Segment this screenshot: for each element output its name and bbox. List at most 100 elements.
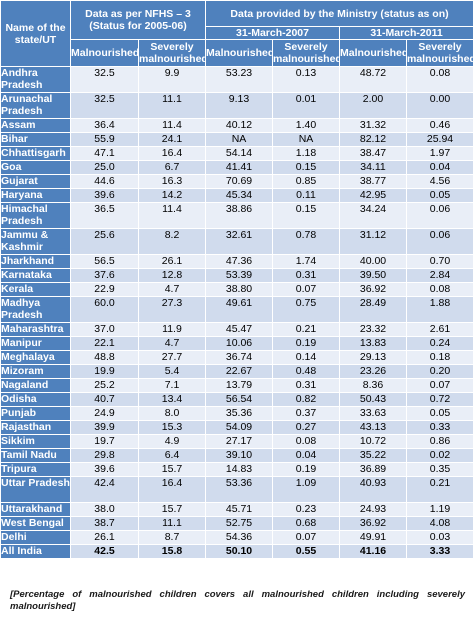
value-cell: 15.3 bbox=[138, 420, 206, 435]
value-cell: 0.04 bbox=[405, 160, 473, 175]
value-cell: 36.92 bbox=[339, 516, 407, 531]
state-name-cell: Maharashtra bbox=[0, 322, 71, 337]
value-cell: 0.13 bbox=[272, 66, 340, 93]
nfhs-group-header: Data as per NFHS – 3 (Status for 2005-06… bbox=[70, 0, 206, 40]
value-cell: 0.07 bbox=[272, 282, 340, 297]
value-cell: 38.0 bbox=[70, 502, 139, 517]
value-cell: 23.32 bbox=[339, 322, 407, 337]
value-cell: 56.5 bbox=[70, 254, 139, 269]
value-cell: 45.34 bbox=[205, 188, 273, 203]
value-cell: 29.8 bbox=[70, 448, 139, 463]
value-cell: 36.5 bbox=[70, 202, 139, 229]
table-row: Haryana 39.6 14.2 45.34 0.11 42.95 0.05 bbox=[0, 188, 473, 203]
state-name-cell: Tripura bbox=[0, 462, 71, 477]
table-row: Arunachal Pradesh 32.5 11.1 9.13 0.01 2.00 0.0… bbox=[0, 92, 473, 119]
value-cell: 0.86 bbox=[405, 434, 473, 449]
value-cell: 0.15 bbox=[272, 160, 340, 175]
value-cell: 1.97 bbox=[405, 146, 473, 161]
value-cell: 16.4 bbox=[138, 476, 206, 503]
m2011-severely-header: Severely malnourished bbox=[405, 39, 473, 67]
value-cell: 2.84 bbox=[405, 268, 473, 283]
table-row: Manipur 22.1 4.7 10.06 0.19 13.83 0.24 bbox=[0, 336, 473, 351]
value-cell: 37.0 bbox=[70, 322, 139, 337]
value-cell: 32.5 bbox=[70, 66, 139, 93]
state-name-cell: Manipur bbox=[0, 336, 71, 351]
value-cell: 0.55 bbox=[272, 544, 340, 559]
value-cell: 11.9 bbox=[138, 322, 206, 337]
value-cell: 49.91 bbox=[339, 530, 407, 545]
table-row: Chhattisgarh 47.1 16.4 54.14 1.18 38.47 1.97 bbox=[0, 146, 473, 161]
value-cell: 8.36 bbox=[339, 378, 407, 393]
value-cell: 12.8 bbox=[138, 268, 206, 283]
value-cell: 0.03 bbox=[405, 530, 473, 545]
value-cell: 0.37 bbox=[272, 406, 340, 421]
value-cell: 24.93 bbox=[339, 502, 407, 517]
value-cell: 15.7 bbox=[138, 462, 206, 477]
value-cell: 40.12 bbox=[205, 118, 273, 133]
value-cell: 36.92 bbox=[339, 282, 407, 297]
value-cell: 39.9 bbox=[70, 420, 139, 435]
nfhs-severely-header: Severely malnourished bbox=[138, 39, 206, 67]
value-cell: 32.5 bbox=[70, 92, 139, 119]
value-cell: 42.95 bbox=[339, 188, 407, 203]
value-cell: 15.7 bbox=[138, 502, 206, 517]
value-cell: 36.74 bbox=[205, 350, 273, 365]
table-row: Jammu & Kashmir 25.6 8.2 32.61 0.78 31.12 0.06 bbox=[0, 228, 473, 255]
value-cell: 14.83 bbox=[205, 462, 273, 477]
value-cell: 54.36 bbox=[205, 530, 273, 545]
state-name-cell: Gujarat bbox=[0, 174, 71, 189]
value-cell: 28.49 bbox=[339, 296, 407, 323]
value-cell: 48.8 bbox=[70, 350, 139, 365]
table-row: Odisha 40.7 13.4 56.54 0.82 50.43 0.72 bbox=[0, 392, 473, 407]
value-cell: 38.80 bbox=[205, 282, 273, 297]
value-cell: 50.10 bbox=[205, 544, 273, 559]
value-cell: 29.13 bbox=[339, 350, 407, 365]
table-row: Himachal Pradesh 36.5 11.4 38.86 0.15 34.24 0.… bbox=[0, 202, 473, 229]
table-row: Jharkhand 56.5 26.1 47.36 1.74 40.00 0.70 bbox=[0, 254, 473, 269]
value-cell: 25.94 bbox=[405, 132, 473, 147]
state-name-cell: Rajasthan bbox=[0, 420, 71, 435]
state-name-cell: Goa bbox=[0, 160, 71, 175]
value-cell: 16.4 bbox=[138, 146, 206, 161]
value-cell: 42.5 bbox=[70, 544, 139, 559]
value-cell: 19.7 bbox=[70, 434, 139, 449]
state-name-cell: Delhi bbox=[0, 530, 71, 545]
state-name-cell: Meghalaya bbox=[0, 350, 71, 365]
table-row: Bihar 55.9 24.1 NA NA 82.12 25.94 bbox=[0, 132, 473, 147]
value-cell: 26.1 bbox=[138, 254, 206, 269]
value-cell: 9.13 bbox=[205, 92, 273, 119]
value-cell: 45.47 bbox=[205, 322, 273, 337]
table-row: Andhra Pradesh 32.5 9.9 53.23 0.13 48.72 0.08 bbox=[0, 66, 473, 93]
value-cell: 0.11 bbox=[272, 188, 340, 203]
value-cell: 8.2 bbox=[138, 228, 206, 255]
state-name-cell: Haryana bbox=[0, 188, 71, 203]
value-cell: 0.00 bbox=[405, 92, 473, 119]
value-cell: 0.02 bbox=[405, 448, 473, 463]
value-cell: 24.1 bbox=[138, 132, 206, 147]
value-cell: 33.63 bbox=[339, 406, 407, 421]
value-cell: 36.89 bbox=[339, 462, 407, 477]
footnote: [Percentage of malnourished children cov… bbox=[10, 589, 465, 612]
value-cell: 38.86 bbox=[205, 202, 273, 229]
state-name-cell: Karnataka bbox=[0, 268, 71, 283]
value-cell: 54.14 bbox=[205, 146, 273, 161]
value-cell: 25.6 bbox=[70, 228, 139, 255]
state-name-cell: All India bbox=[0, 544, 71, 559]
value-cell: 0.46 bbox=[405, 118, 473, 133]
value-cell: 2.61 bbox=[405, 322, 473, 337]
value-cell: 53.39 bbox=[205, 268, 273, 283]
table-row: Tripura 39.6 15.7 14.83 0.19 36.89 0.35 bbox=[0, 462, 473, 477]
value-cell: 3.33 bbox=[405, 544, 473, 559]
state-name-cell: Madhya Pradesh bbox=[0, 296, 71, 323]
value-cell: 44.6 bbox=[70, 174, 139, 189]
value-cell: 1.19 bbox=[405, 502, 473, 517]
value-cell: 11.4 bbox=[138, 118, 206, 133]
value-cell: 0.08 bbox=[272, 434, 340, 449]
value-cell: 27.7 bbox=[138, 350, 206, 365]
value-cell: 37.6 bbox=[70, 268, 139, 283]
value-cell: 39.6 bbox=[70, 462, 139, 477]
table-row: Rajasthan 39.9 15.3 54.09 0.27 43.13 0.33 bbox=[0, 420, 473, 435]
table-row: Uttar Pradesh 42.4 16.4 53.36 1.09 40.93 0.21 bbox=[0, 476, 473, 503]
value-cell: 0.48 bbox=[272, 364, 340, 379]
value-cell: 49.61 bbox=[205, 296, 273, 323]
